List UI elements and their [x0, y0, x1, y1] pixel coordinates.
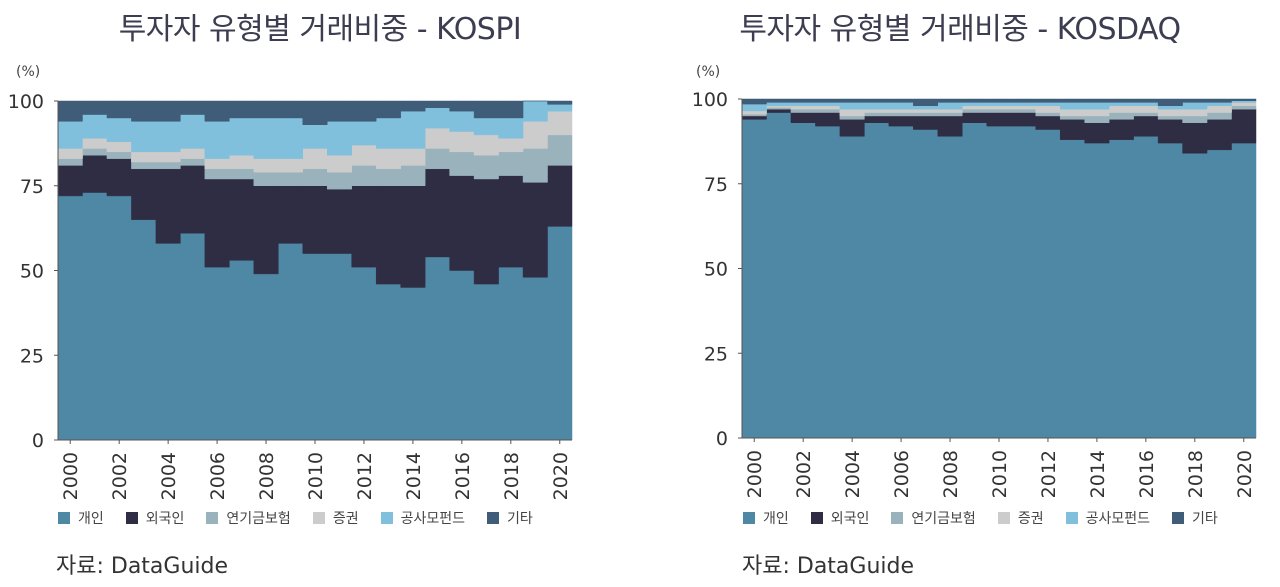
kosdaq-legend-swatch — [1171, 512, 1184, 524]
kospi-y-tick-label: 50 — [20, 261, 44, 283]
kosdaq-legend-item-5: 공사모펀드 — [1065, 508, 1150, 528]
kospi-x-tick-label: 2008 — [256, 452, 278, 500]
kosdaq-legend-item-6: 기타 — [1171, 508, 1218, 528]
kospi-legend-swatch — [125, 512, 138, 524]
kosdaq-x-tick-label: 2016 — [1136, 450, 1158, 498]
kospi-x-tick-label: 2002 — [109, 452, 131, 500]
kosdaq-legend-label: 연기금보험 — [911, 511, 976, 527]
kosdaq-legend-label: 외국인 — [830, 511, 870, 527]
kospi-x-tick-label: 2020 — [550, 452, 572, 500]
kospi-legend-label: 기타 — [506, 511, 533, 527]
kosdaq-legend-item-1: 개인 — [743, 508, 789, 528]
kospi-legend-item-2: 외국인 — [125, 508, 185, 528]
kospi-legend-label: 외국인 — [145, 511, 185, 527]
kospi-legend-item-4: 증권 — [312, 508, 359, 528]
kosdaq-legend-item-3: 연기금보험 — [891, 508, 976, 528]
kosdaq-stacked-area-plot: 0 25 50 75 100 2000 2002 2004 2006 2008 2010 2012 20… — [692, 89, 1257, 498]
kosdaq-legend-label: 개인 — [763, 511, 789, 527]
kosdaq-y-tick-label: 50 — [704, 259, 728, 281]
kosdaq-x-tick-label: 2020 — [1234, 450, 1256, 498]
kosdaq-chart-title: 투자자 유형별 거래비중 - KOSDAQ — [739, 12, 1181, 47]
kospi-y-unit-label: (%) — [16, 64, 41, 80]
kosdaq-x-tick-label: 2014 — [1087, 450, 1109, 498]
kospi-legend-label: 증권 — [332, 511, 359, 527]
kospi-legend-swatch — [486, 512, 499, 524]
kospi-x-tick-label: 2000 — [60, 452, 82, 500]
kosdaq-legend-item-4: 증권 — [997, 508, 1044, 528]
kospi-y-tick-label: 25 — [20, 345, 44, 367]
kospi-x-tick-label: 2016 — [452, 452, 474, 500]
kospi-area-6 — [57, 100, 573, 125]
kospi-legend-item-1: 개인 — [58, 508, 104, 528]
kospi-x-tick-label: 2004 — [158, 452, 180, 500]
kosdaq-x-tick-label: 2000 — [744, 450, 766, 498]
kosdaq-legend-item-2: 외국인 — [810, 508, 870, 528]
kosdaq-legend-label: 공사모펀드 — [1085, 511, 1150, 527]
kospi-stacked-area-plot: 0 25 50 75 100 2000 2002 2004 2006 2008 2010 2012 20… — [8, 91, 573, 500]
kospi-legend-swatch — [312, 512, 325, 524]
kosdaq-legend-swatch — [810, 512, 823, 524]
kosdaq-legend-swatch — [743, 512, 755, 524]
kosdaq-area-1 — [741, 112, 1257, 439]
kospi-x-tick-label: 2012 — [354, 452, 376, 500]
kosdaq-y-unit-label: (%) — [696, 64, 721, 80]
kosdaq-y-tick-label: 25 — [704, 343, 728, 365]
kosdaq-legend-swatch — [891, 512, 904, 524]
kosdaq-x-tick-label: 2018 — [1185, 450, 1207, 498]
kospi-legend-label: 연기금보험 — [226, 511, 291, 527]
kospi-legend-label: 공사모펀드 — [400, 511, 465, 527]
kospi-x-tick-label: 2018 — [501, 452, 523, 500]
kospi-y-tick-label: 75 — [20, 176, 44, 198]
kospi-legend-item-5: 공사모펀드 — [380, 508, 465, 528]
kosdaq-x-tick-label: 2008 — [940, 450, 962, 498]
kospi-x-tick-label: 2010 — [305, 452, 327, 500]
kosdaq-legend-label: 기타 — [1191, 511, 1218, 527]
kosdaq-source-note: 자료: DataGuide — [742, 554, 915, 579]
kospi-y-tick-label: 100 — [8, 91, 44, 113]
kosdaq-y-tick-label: 0 — [716, 428, 728, 450]
kosdaq-x-tick-label: 2004 — [842, 450, 864, 498]
kospi-legend-item-3: 연기금보험 — [206, 508, 291, 528]
kosdaq-x-tick-label: 2010 — [989, 450, 1011, 498]
kospi-chart-panel: 투자자 유형별 거래비중 - KOSPI (%) 0 25 50 75 100 2000 2… — [8, 12, 573, 579]
kospi-y-tick-label: 0 — [32, 430, 44, 452]
kosdaq-x-tick-label: 2002 — [793, 450, 815, 498]
kospi-legend: 개인 외국인 연기금보험 증권 공사모펀드 기타 — [58, 508, 555, 528]
kosdaq-x-tick-label: 2006 — [891, 450, 913, 498]
kosdaq-x-tick-label: 2012 — [1038, 450, 1060, 498]
kospi-source-note: 자료: DataGuide — [56, 554, 229, 579]
kospi-x-tick-label: 2006 — [207, 452, 229, 500]
kospi-chart-title: 투자자 유형별 거래비중 - KOSPI — [118, 12, 522, 47]
kospi-legend-swatch — [58, 512, 70, 524]
kospi-x-tick-label: 2014 — [403, 452, 425, 500]
kospi-legend-item-6: 기타 — [486, 508, 533, 528]
kosdaq-legend-swatch — [997, 512, 1010, 524]
kosdaq-y-tick-label: 75 — [704, 174, 728, 196]
kospi-legend-swatch — [206, 512, 219, 524]
kospi-legend-swatch — [380, 512, 393, 524]
kosdaq-legend-swatch — [1065, 512, 1078, 524]
kospi-legend-label: 개인 — [78, 511, 104, 527]
kosdaq-chart-panel: 투자자 유형별 거래비중 - KOSDAQ (%) 0 25 50 75 100 2000… — [640, 0, 1280, 587]
kosdaq-y-tick-label: 100 — [692, 89, 728, 111]
kosdaq-area-6 — [741, 98, 1257, 107]
kosdaq-legend-label: 증권 — [1017, 511, 1044, 527]
kosdaq-legend: 개인 외국인 연기금보험 증권 공사모펀드 기타 — [743, 508, 1240, 528]
